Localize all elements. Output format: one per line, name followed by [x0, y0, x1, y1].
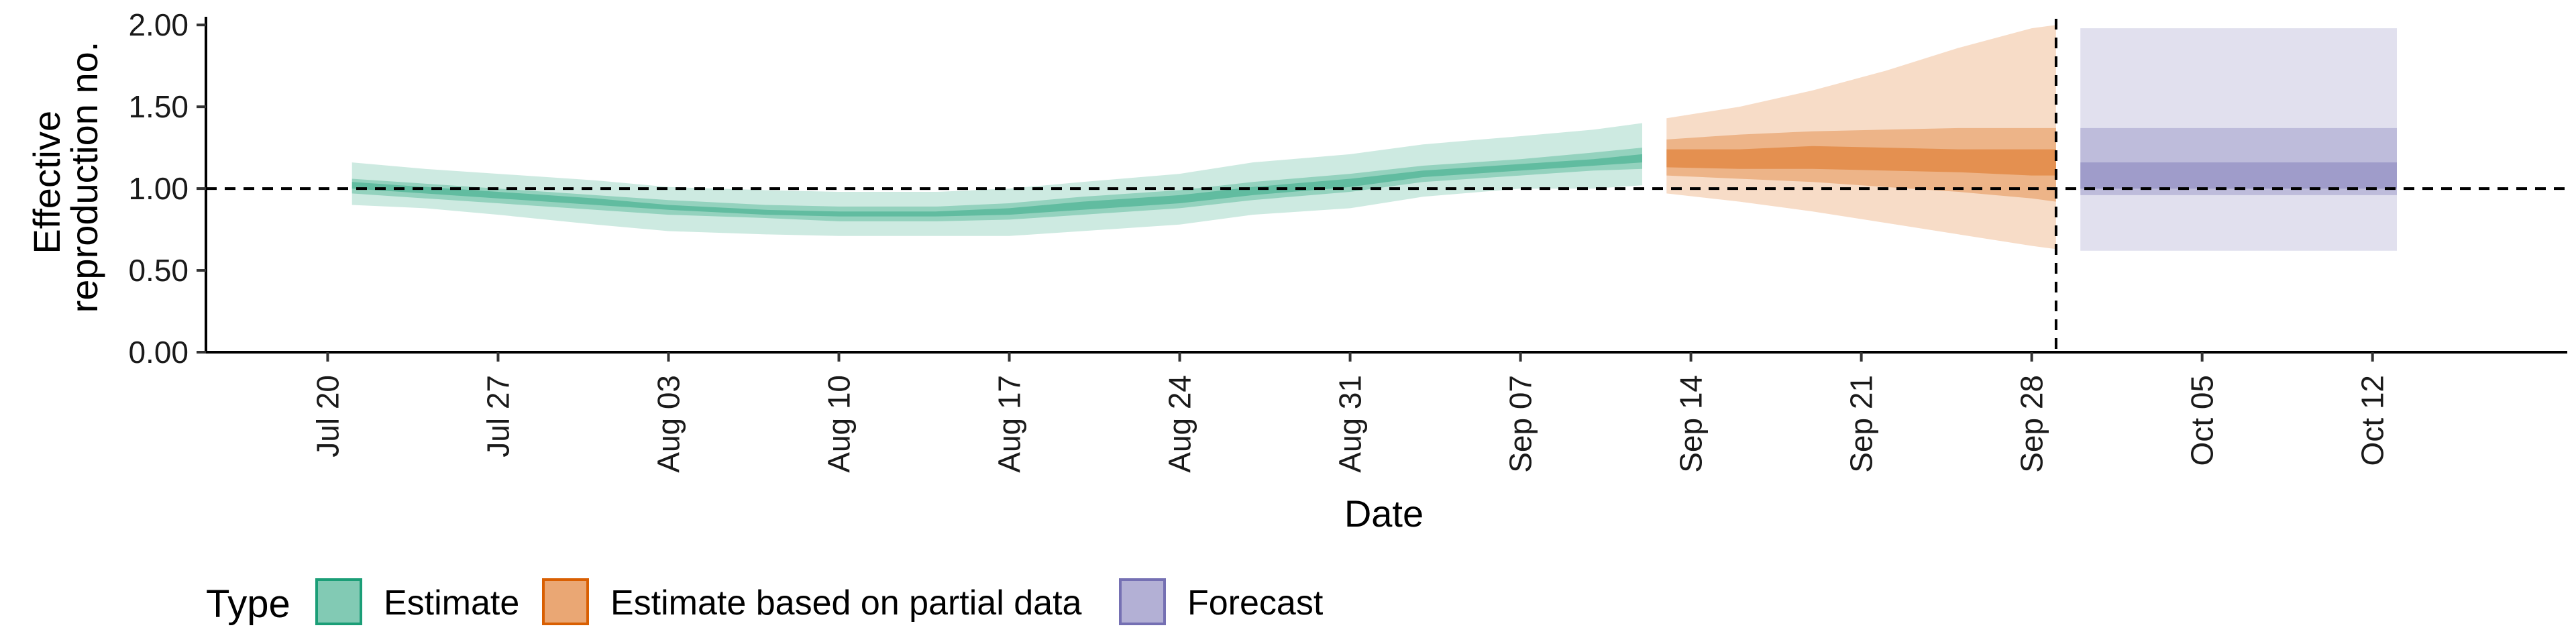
y-tick-labels: 0.00 0.50 1.00 1.50 2.00	[128, 7, 206, 370]
x-tick-labels: Jul 20 Jul 27 Aug 03 Aug 10 Aug 17 Aug 24 Aug …	[310, 352, 2390, 473]
forecast-band-50	[2080, 127, 2397, 195]
estimate-based-on-partial-data-band-90	[1666, 25, 2056, 250]
estimate-based-on-partial-data-band-50	[1666, 127, 2056, 202]
y-tick-label: 2.00	[128, 7, 189, 42]
legend-swatch-estimate-based-on-partial-data	[542, 578, 589, 625]
x-tick-label: Aug 10	[822, 375, 857, 473]
estimate-band-90	[352, 123, 1643, 236]
x-tick-label: Aug 31	[1333, 375, 1368, 473]
legend-items: Estimate Estimate based on partial data Fo…	[315, 578, 1324, 625]
y-axis-title-line-2: reproduction no.	[63, 42, 105, 313]
y-tick-label: 0.00	[128, 335, 189, 370]
x-tick-label: Sep 14	[1674, 375, 1709, 473]
bands-layer	[352, 25, 2397, 251]
x-tick-label: Oct 12	[2355, 375, 2390, 466]
x-tick-label: Oct 05	[2185, 375, 2220, 466]
x-tick-label: Aug 17	[992, 375, 1027, 473]
estimate-band-50	[352, 148, 1643, 221]
estimate-based-on-partial-data-band-20	[1666, 146, 2056, 176]
legend-swatch-forecast	[1119, 578, 1166, 625]
y-tick-label: 1.00	[128, 171, 189, 206]
forecast-band-90	[2080, 28, 2397, 251]
x-tick-label: Aug 24	[1163, 375, 1197, 473]
legend-swatch-estimate	[315, 578, 362, 625]
axes	[205, 17, 2567, 354]
legend-title: Type	[206, 582, 290, 626]
legend-label-estimate: Estimate	[384, 584, 519, 623]
y-tick-label: 0.50	[128, 253, 189, 288]
legend-label-estimate-based-on-partial-data: Estimate based on partial data	[610, 584, 1082, 623]
x-tick-label: Sep 07	[1503, 375, 1538, 473]
y-tick-label: 1.50	[128, 89, 189, 124]
forecast-band-20	[2080, 162, 2397, 189]
x-tick-label: Sep 21	[1844, 375, 1879, 473]
legend: Type Estimate Estimate based on partial d…	[206, 578, 1324, 626]
y-axis-title-line-1: Effective	[25, 111, 68, 254]
x-tick-label: Sep 28	[2015, 375, 2049, 473]
x-tick-label: Jul 20	[310, 375, 345, 458]
x-tick-label: Aug 03	[651, 375, 686, 473]
x-tick-label: Jul 27	[481, 375, 516, 458]
x-axis-title: Date	[1344, 492, 1424, 535]
y-axis-title: Effective reproduction no.	[25, 42, 105, 313]
legend-label-forecast: Forecast	[1187, 584, 1324, 623]
